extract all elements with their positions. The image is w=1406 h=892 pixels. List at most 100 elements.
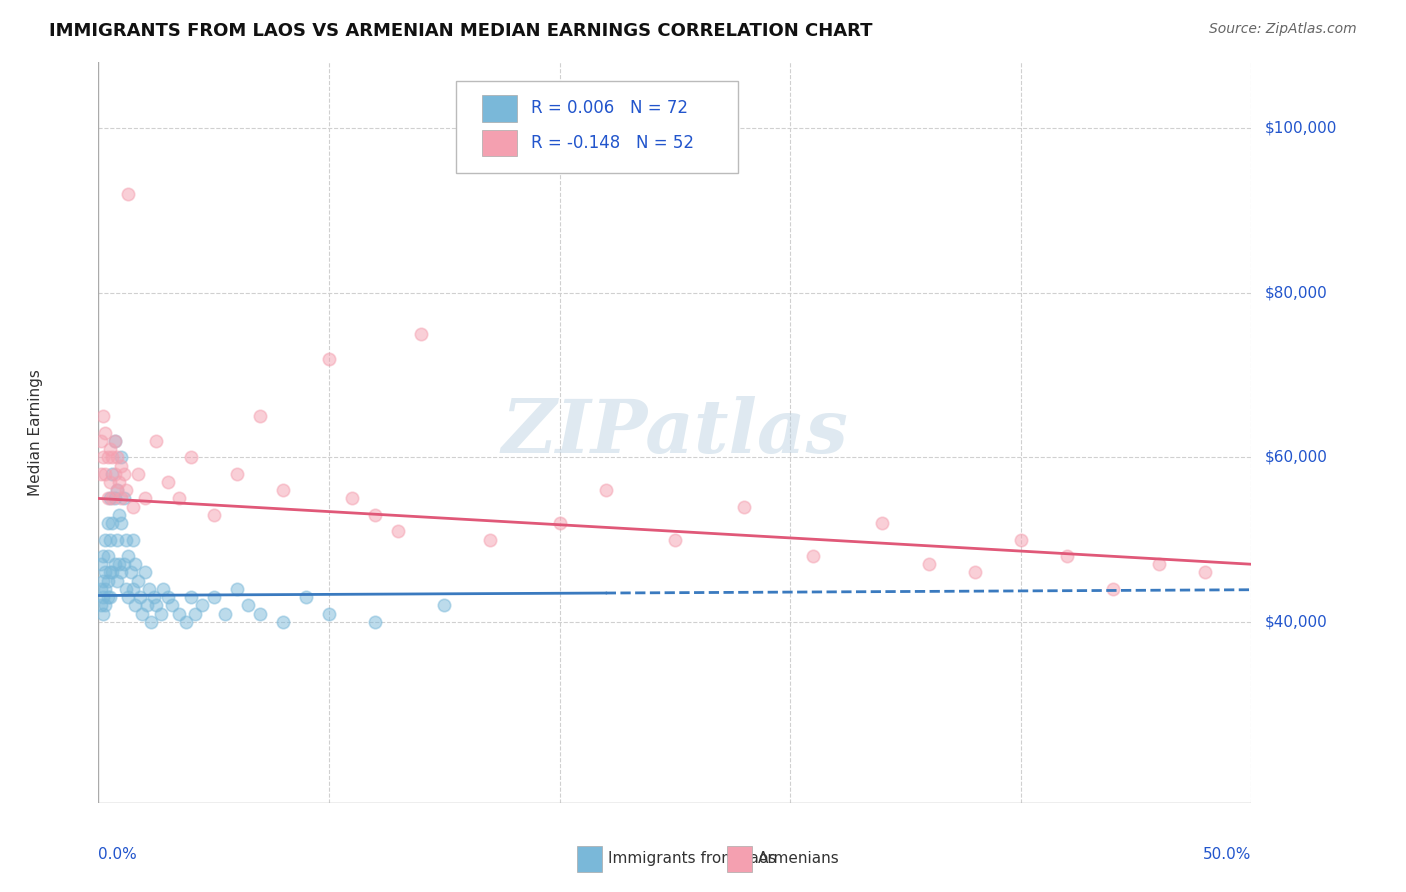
- Point: [112, 467, 135, 481]
- Point: [101, 450, 124, 465]
- Point: [112, 558, 135, 572]
- Point: [91, 409, 114, 424]
- Point: [90, 467, 112, 481]
- Point: [191, 599, 214, 613]
- Point: [103, 467, 125, 481]
- Point: [872, 516, 894, 530]
- Point: [152, 582, 174, 596]
- Point: [97, 450, 120, 465]
- Point: [595, 483, 617, 498]
- Point: [122, 533, 145, 547]
- Text: Immigrants from Laos: Immigrants from Laos: [607, 851, 776, 866]
- Point: [238, 599, 260, 613]
- Point: [180, 590, 202, 604]
- Point: [97, 549, 120, 563]
- Point: [105, 574, 128, 588]
- Point: [1010, 533, 1032, 547]
- Point: [271, 615, 294, 629]
- Point: [115, 483, 138, 498]
- Point: [664, 533, 686, 547]
- Point: [917, 558, 939, 572]
- Text: Source: ZipAtlas.com: Source: ZipAtlas.com: [1209, 22, 1357, 37]
- Point: [97, 491, 120, 506]
- Text: $80,000: $80,000: [1265, 285, 1327, 301]
- Point: [98, 475, 121, 489]
- Text: $60,000: $60,000: [1265, 450, 1329, 465]
- Point: [387, 524, 409, 539]
- Point: [1102, 582, 1125, 596]
- Point: [167, 491, 190, 506]
- Point: [167, 607, 190, 621]
- Point: [91, 574, 114, 588]
- Point: [225, 467, 247, 481]
- Point: [733, 500, 755, 514]
- Point: [91, 590, 114, 604]
- Point: [101, 467, 124, 481]
- Point: [98, 442, 121, 456]
- Point: [145, 434, 167, 448]
- FancyBboxPatch shape: [482, 130, 517, 156]
- Point: [1147, 558, 1170, 572]
- Point: [202, 590, 225, 604]
- Point: [103, 558, 125, 572]
- Point: [318, 351, 340, 366]
- Point: [101, 566, 124, 580]
- Point: [135, 599, 157, 613]
- Point: [110, 566, 132, 580]
- Point: [433, 599, 456, 613]
- Point: [112, 491, 135, 506]
- Point: [160, 599, 183, 613]
- Point: [110, 516, 132, 530]
- FancyBboxPatch shape: [727, 846, 752, 871]
- Point: [98, 590, 121, 604]
- Point: [318, 607, 340, 621]
- Point: [90, 558, 112, 572]
- Point: [108, 475, 131, 489]
- Point: [115, 533, 138, 547]
- Text: $100,000: $100,000: [1265, 120, 1337, 136]
- Point: [101, 491, 124, 506]
- FancyBboxPatch shape: [456, 81, 738, 173]
- Point: [1056, 549, 1078, 563]
- Point: [105, 450, 128, 465]
- Point: [98, 533, 121, 547]
- Point: [94, 566, 117, 580]
- Point: [295, 590, 318, 604]
- Point: [91, 607, 114, 621]
- Point: [184, 607, 207, 621]
- Point: [90, 599, 112, 613]
- Point: [97, 590, 120, 604]
- Point: [94, 582, 117, 596]
- Point: [214, 607, 236, 621]
- Point: [127, 467, 149, 481]
- Point: [180, 450, 202, 465]
- Point: [131, 607, 153, 621]
- Point: [548, 516, 571, 530]
- Point: [340, 491, 363, 506]
- Point: [479, 533, 502, 547]
- Text: IMMIGRANTS FROM LAOS VS ARMENIAN MEDIAN EARNINGS CORRELATION CHART: IMMIGRANTS FROM LAOS VS ARMENIAN MEDIAN …: [49, 22, 873, 40]
- Point: [963, 566, 986, 580]
- Point: [117, 590, 139, 604]
- Point: [129, 590, 152, 604]
- Text: Median Earnings: Median Earnings: [28, 369, 42, 496]
- Point: [174, 615, 197, 629]
- Point: [225, 582, 247, 596]
- Point: [103, 434, 125, 448]
- Point: [91, 450, 114, 465]
- Point: [249, 409, 271, 424]
- Point: [110, 491, 132, 506]
- Point: [110, 458, 132, 473]
- Point: [142, 590, 165, 604]
- Point: [108, 558, 131, 572]
- Point: [124, 558, 146, 572]
- Point: [90, 582, 112, 596]
- Point: [94, 599, 117, 613]
- Point: [1194, 566, 1216, 580]
- Point: [122, 500, 145, 514]
- Point: [156, 475, 179, 489]
- Point: [411, 326, 433, 341]
- Point: [117, 187, 139, 202]
- Point: [97, 574, 120, 588]
- Text: R = 0.006   N = 72: R = 0.006 N = 72: [531, 99, 688, 118]
